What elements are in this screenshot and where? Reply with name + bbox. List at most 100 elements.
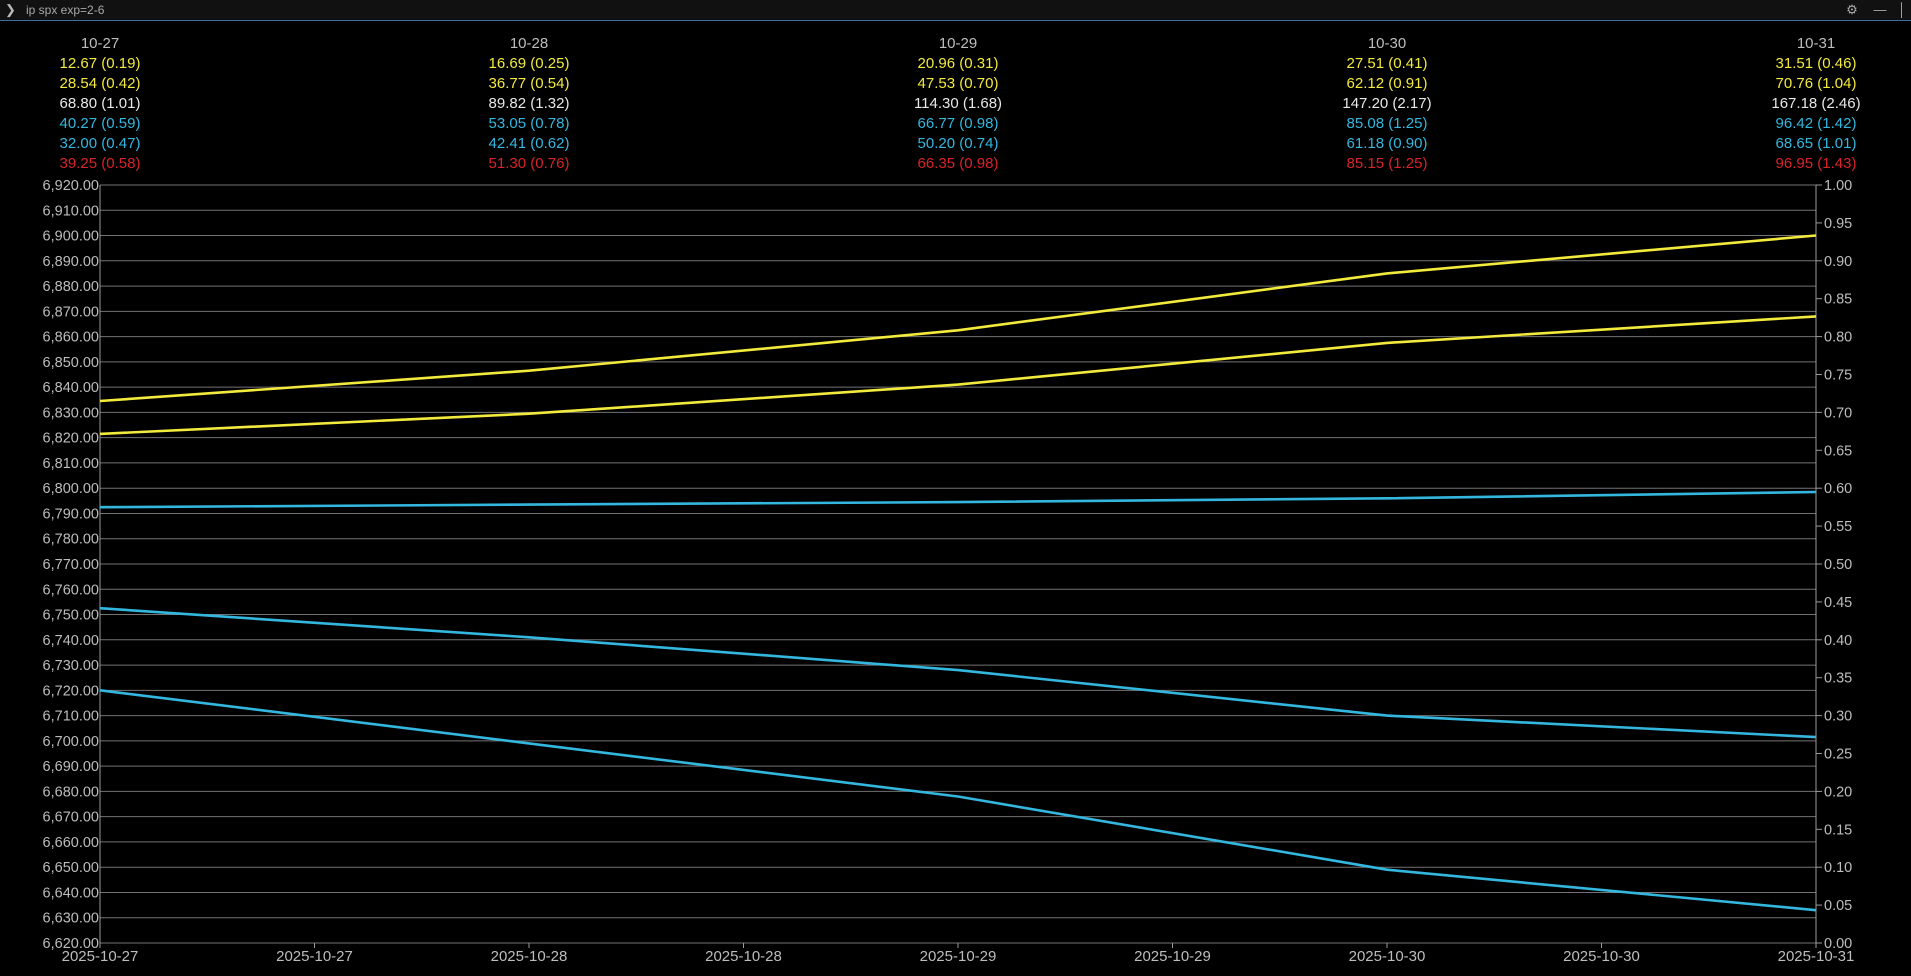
- y-right-tick-label: 0.50: [1824, 557, 1852, 573]
- expiry-value: 68.80 (1.01): [60, 95, 141, 112]
- expiry-value: 53.05 (0.78): [489, 115, 570, 132]
- y-right-tick-label: 0.95: [1824, 216, 1852, 232]
- y-left-tick-label: 6,830.00: [43, 405, 99, 421]
- y-right-tick-label: 0.25: [1824, 747, 1852, 763]
- expiry-value: 85.15 (1.25): [1347, 155, 1428, 172]
- expiry-value: 50.20 (0.74): [918, 135, 999, 152]
- y-right-tick-label: 0.15: [1824, 822, 1852, 838]
- x-tick-label: 2025-10-31: [1778, 948, 1855, 965]
- y-right-tick-label: 0.00: [1824, 936, 1852, 952]
- expiry-date-label: 10-27: [81, 35, 119, 52]
- expiry-value: 32.00 (0.47): [60, 135, 141, 152]
- y-left-tick-label: 6,770.00: [43, 557, 99, 573]
- gear-icon[interactable]: ⚙: [1846, 2, 1858, 17]
- expiry-value: 20.96 (0.31): [918, 55, 999, 72]
- y-left-tick-label: 6,820.00: [43, 431, 99, 447]
- expiry-value: 89.82 (1.32): [489, 95, 570, 112]
- x-tick-label: 2025-10-27: [62, 948, 139, 965]
- expiry-date-label: 10-28: [510, 35, 548, 52]
- series-line-1: [99, 234, 1817, 403]
- y-right-tick-label: 0.35: [1824, 671, 1852, 687]
- expiry-value: 61.18 (0.90): [1347, 135, 1428, 152]
- expiry-value: 47.53 (0.70): [918, 75, 999, 92]
- y-left-tick-label: 6,890.00: [43, 254, 99, 270]
- y-left-tick-label: 6,740.00: [43, 633, 99, 649]
- date-axis: 2025-10-27 2025-10-27 2025-10-28 2025-10-28…: [62, 943, 1855, 965]
- y-left-tick-label: 6,660.00: [43, 835, 99, 851]
- expiry-value: 167.18 (2.46): [1771, 95, 1860, 112]
- expiry-value-table: 10-27 12.67 (0.19) 28.54 (0.42) 68.80 (1.01…: [60, 35, 1861, 172]
- y-right-tick-label: 0.45: [1824, 595, 1852, 611]
- series-lines: [99, 234, 1817, 912]
- expiry-value: 39.25 (0.58): [60, 155, 141, 172]
- command-input[interactable]: ip spx exp=2-6: [26, 3, 105, 17]
- y-left-tick-label: 6,750.00: [43, 608, 99, 624]
- y-left-tick-label: 6,620.00: [43, 936, 99, 952]
- x-tick-label: 2025-10-30: [1349, 948, 1426, 965]
- expiry-date-label: 10-30: [1368, 35, 1406, 52]
- y-right-tick-label: 0.30: [1824, 709, 1852, 725]
- expiry-value: 147.20 (2.17): [1342, 95, 1431, 112]
- expiry-value: 42.41 (0.62): [489, 135, 570, 152]
- y-left-tick-label: 6,730.00: [43, 658, 99, 674]
- y-left-tick-label: 6,650.00: [43, 860, 99, 876]
- command-bar: ❯ ip spx exp=2-6 ⚙ — │: [0, 0, 1911, 21]
- chevron-right-icon[interactable]: ❯: [5, 2, 16, 17]
- y-right-tick-label: 0.60: [1824, 481, 1852, 497]
- y-left-tick-label: 6,880.00: [43, 279, 99, 295]
- y-left-tick-label: 6,920.00: [43, 178, 99, 194]
- series-line-5: [99, 689, 1817, 912]
- expiry-value: 16.69 (0.25): [489, 55, 570, 72]
- y-right-tick-label: 0.75: [1824, 368, 1852, 384]
- x-tick-label: 2025-10-27: [276, 948, 353, 965]
- expiry-value: 70.76 (1.04): [1776, 75, 1857, 92]
- series-line-4: [99, 606, 1817, 739]
- y-left-tick-label: 6,710.00: [43, 709, 99, 725]
- expiry-value: 68.65 (1.01): [1776, 135, 1857, 152]
- x-tick-label: 2025-10-28: [705, 948, 782, 965]
- expiry-value: 66.35 (0.98): [918, 155, 999, 172]
- close-icon[interactable]: │: [1897, 2, 1907, 17]
- y-right-tick-label: 0.90: [1824, 254, 1852, 270]
- y-left-tick-label: 6,870.00: [43, 304, 99, 320]
- expiry-value: 96.95 (1.43): [1776, 155, 1857, 172]
- expiry-value: 96.42 (1.42): [1776, 115, 1857, 132]
- y-left-tick-label: 6,790.00: [43, 506, 99, 522]
- right-probability-axis: 0.00 0.05 0.10 0.15 0.20 0.25 0.30 0.35 0.40 0.45…: [1816, 178, 1852, 952]
- y-right-tick-label: 0.80: [1824, 330, 1852, 346]
- y-left-tick-label: 6,810.00: [43, 456, 99, 472]
- expiry-value: 12.67 (0.19): [60, 55, 141, 72]
- series-line-2: [99, 315, 1817, 436]
- y-right-tick-label: 0.85: [1824, 292, 1852, 308]
- y-right-tick-label: 0.20: [1824, 784, 1852, 800]
- y-left-tick-label: 6,670.00: [43, 810, 99, 826]
- gridlines: [99, 184, 1817, 944]
- y-right-tick-label: 0.65: [1824, 443, 1852, 459]
- y-right-tick-label: 0.40: [1824, 633, 1852, 649]
- y-left-tick-label: 6,640.00: [43, 885, 99, 901]
- series-line-3: [99, 490, 1817, 509]
- y-right-tick-label: 0.05: [1824, 898, 1852, 914]
- expiry-value: 62.12 (0.91): [1347, 75, 1428, 92]
- y-right-tick-label: 0.70: [1824, 405, 1852, 421]
- y-left-tick-label: 6,700.00: [43, 734, 99, 750]
- y-right-tick-label: 1.00: [1824, 178, 1852, 194]
- y-left-tick-label: 6,850.00: [43, 355, 99, 371]
- expiry-value: 66.77 (0.98): [918, 115, 999, 132]
- y-left-tick-label: 6,840.00: [43, 380, 99, 396]
- y-right-tick-label: 0.55: [1824, 519, 1852, 535]
- y-left-tick-label: 6,760.00: [43, 582, 99, 598]
- y-left-tick-label: 6,910.00: [43, 203, 99, 219]
- expiry-value: 28.54 (0.42): [60, 75, 141, 92]
- y-left-tick-label: 6,780.00: [43, 532, 99, 548]
- expiry-value: 36.77 (0.54): [489, 75, 570, 92]
- expiry-value: 27.51 (0.41): [1347, 55, 1428, 72]
- y-left-tick-label: 6,900.00: [43, 229, 99, 245]
- x-tick-label: 2025-10-28: [491, 948, 568, 965]
- y-left-tick-label: 6,680.00: [43, 784, 99, 800]
- expiry-value: 31.51 (0.46): [1776, 55, 1857, 72]
- y-right-tick-label: 0.10: [1824, 860, 1852, 876]
- minimize-icon[interactable]: —: [1873, 2, 1887, 17]
- expiry-value: 51.30 (0.76): [489, 155, 570, 172]
